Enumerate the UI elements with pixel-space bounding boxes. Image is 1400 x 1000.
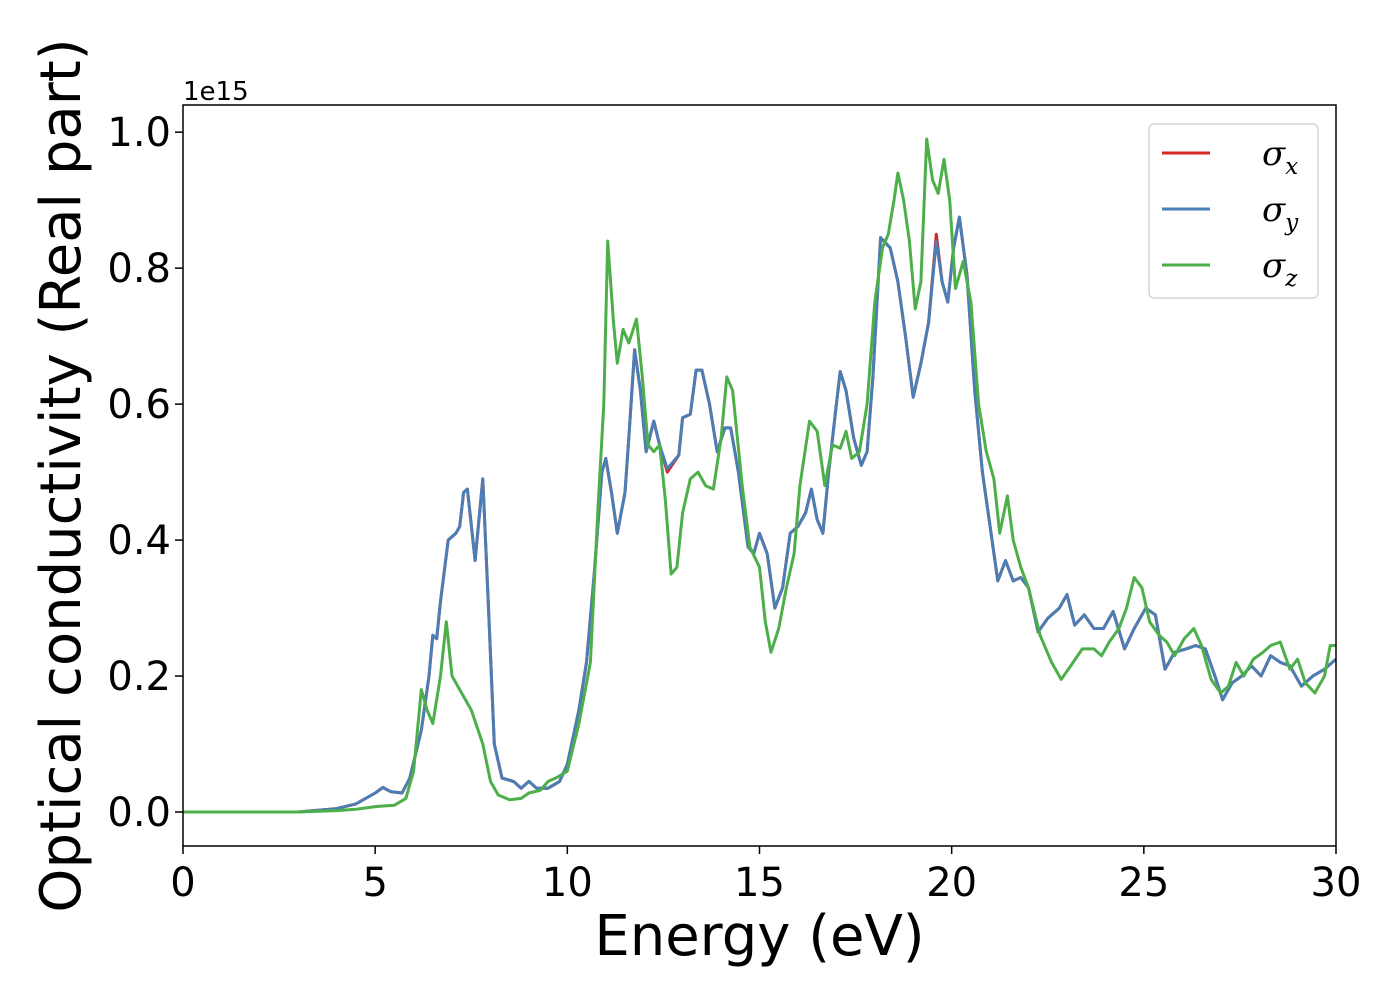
x-tick-label: 0 bbox=[170, 860, 195, 906]
y-tick-label: 0.6 bbox=[107, 382, 171, 428]
legend-label-sigma-z: σz bbox=[1262, 246, 1298, 292]
x-tick-label: 10 bbox=[542, 860, 593, 906]
series-line-sigma-z bbox=[183, 137, 1336, 814]
legend-label-sigma-x: σx bbox=[1262, 134, 1298, 180]
series-lines-layer bbox=[183, 137, 1336, 814]
x-tick-label: 25 bbox=[1118, 860, 1169, 906]
x-tick-label: 5 bbox=[362, 860, 387, 906]
legend-box bbox=[1148, 123, 1319, 299]
legend: σx σy σz bbox=[1148, 123, 1319, 299]
series-line-sigma-y bbox=[183, 215, 1336, 814]
series-line-sigma-x bbox=[183, 215, 1336, 814]
y-tick-label: 0.8 bbox=[107, 246, 171, 292]
y-tick-label: 0.2 bbox=[107, 654, 171, 700]
y-tick-label: 0.4 bbox=[107, 518, 171, 564]
x-tick-label: 30 bbox=[1311, 860, 1362, 906]
x-axis-ticks: 0 5 10 15 20 25 30 bbox=[170, 846, 1361, 906]
x-tick-label: 20 bbox=[926, 860, 977, 906]
y-tick-label: 0.0 bbox=[107, 790, 171, 836]
y-axis-offset-label: 1e15 bbox=[183, 77, 249, 107]
y-axis-label: Optical conductivity (Real part) bbox=[29, 38, 94, 912]
y-axis-ticks: 0.0 0.2 0.4 0.6 0.8 1.0 bbox=[107, 110, 183, 836]
legend-label-sigma-y: σy bbox=[1262, 190, 1299, 236]
y-tick-label: 1.0 bbox=[107, 110, 171, 156]
x-axis-label: Energy (eV) bbox=[594, 904, 924, 969]
x-tick-label: 15 bbox=[734, 860, 785, 906]
